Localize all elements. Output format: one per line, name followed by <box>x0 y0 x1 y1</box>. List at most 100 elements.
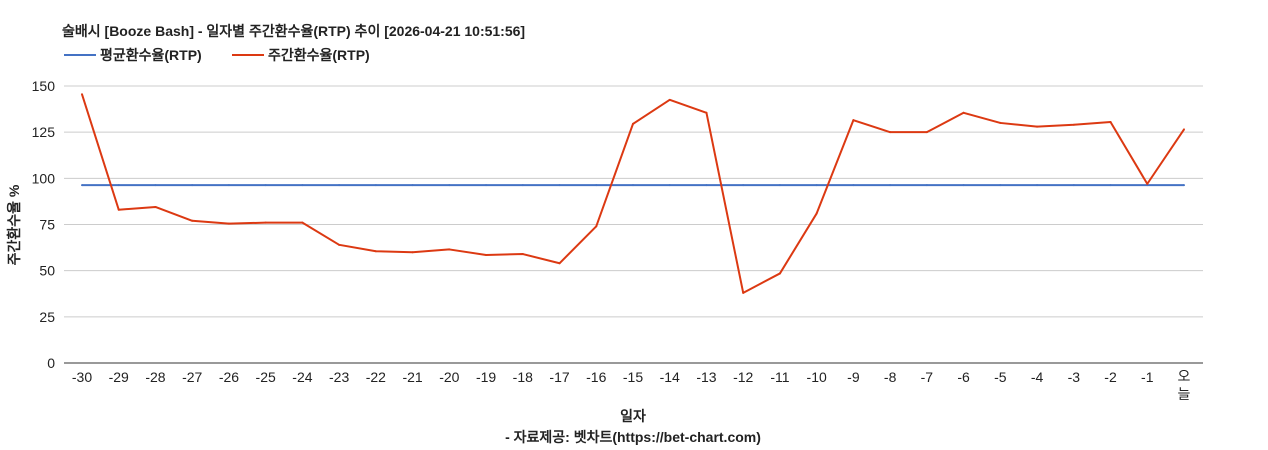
x-tick-label: -15 <box>623 369 643 385</box>
x-tick-label: -27 <box>182 369 202 385</box>
series-lines <box>81 93 1185 294</box>
data-point-weekly <box>81 93 83 96</box>
data-point-weekly <box>852 119 855 122</box>
data-point-average <box>705 184 708 187</box>
data-point-average <box>485 184 488 187</box>
data-point-average <box>742 184 745 187</box>
x-tick-label: -21 <box>402 369 422 385</box>
x-tick-label: -2 <box>1104 369 1117 385</box>
data-point-average <box>301 184 304 187</box>
data-point-weekly <box>448 248 451 251</box>
legend: 평균환수율(RTP) 주간환수율(RTP) <box>64 47 370 63</box>
data-point-weekly <box>227 222 230 225</box>
x-tick-label: -19 <box>476 369 496 385</box>
data-point-average <box>778 184 781 187</box>
data-point-weekly <box>999 121 1002 124</box>
data-point-weekly <box>264 221 267 224</box>
x-tick-label: -30 <box>72 369 92 385</box>
y-tick-label: 25 <box>39 309 55 325</box>
data-point-weekly <box>815 212 818 215</box>
source-credit: - 자료제공: 벳차트(https://bet-chart.com) <box>505 429 761 445</box>
x-tick-label: -28 <box>145 369 165 385</box>
data-point-weekly <box>485 253 488 256</box>
data-point-average <box>1072 184 1075 187</box>
x-tick-label: -14 <box>660 369 680 385</box>
data-point-average <box>1036 184 1039 187</box>
data-point-weekly <box>521 253 524 256</box>
x-tick-label: -16 <box>586 369 606 385</box>
data-point-weekly <box>1183 128 1185 131</box>
y-tick-label: 0 <box>47 355 55 371</box>
data-point-weekly <box>962 111 965 114</box>
data-point-average <box>81 184 83 187</box>
x-tick-label: -24 <box>292 369 312 385</box>
x-tick-label: -7 <box>921 369 934 385</box>
x-tick-label: -18 <box>513 369 533 385</box>
x-tick-label: -8 <box>884 369 897 385</box>
y-tick-label: 75 <box>39 217 55 233</box>
y-axis-ticks: 0 25 50 75 100 125 150 <box>32 78 56 371</box>
data-point-weekly <box>117 208 120 211</box>
x-tick-label: 오 <box>1178 368 1191 384</box>
x-tick-label: -25 <box>256 369 276 385</box>
data-point-average <box>852 184 855 187</box>
x-axis-ticks: -30 -29 -28 -27 -26 -25 -24 -23 -22 -21 -20 -19 -18 -… <box>72 368 1191 402</box>
data-point-average <box>632 184 634 187</box>
x-tick-label: -4 <box>1031 369 1044 385</box>
data-point-weekly <box>191 219 194 222</box>
data-point-average <box>1109 184 1112 187</box>
data-point-weekly <box>925 131 928 134</box>
data-point-average <box>999 184 1002 187</box>
data-point-weekly <box>374 250 377 253</box>
data-point-average <box>338 184 341 187</box>
x-tick-label: -26 <box>219 369 239 385</box>
data-point-weekly <box>632 122 634 125</box>
data-point-weekly <box>1146 182 1149 185</box>
data-point-weekly <box>778 272 781 275</box>
x-tick-label: -6 <box>957 369 970 385</box>
x-tick-label: -20 <box>439 369 459 385</box>
data-point-weekly <box>411 251 414 254</box>
x-tick-label: -29 <box>109 369 129 385</box>
data-point-average <box>962 184 965 187</box>
x-axis-title: 일자 <box>620 408 646 424</box>
gridlines <box>64 85 1203 364</box>
data-point-weekly <box>154 205 157 208</box>
x-tick-label: -12 <box>733 369 753 385</box>
data-point-weekly <box>1036 125 1039 128</box>
legend-label-average: 평균환수율(RTP) <box>100 47 202 63</box>
data-point-average <box>154 184 157 187</box>
data-point-average <box>264 184 267 187</box>
data-point-weekly <box>595 225 598 228</box>
x-tick-label: 늘 <box>1178 386 1191 402</box>
data-point-weekly <box>301 221 304 224</box>
y-tick-label: 150 <box>32 78 56 94</box>
x-tick-label: -3 <box>1068 369 1081 385</box>
x-tick-label: -5 <box>994 369 1007 385</box>
x-tick-label: -23 <box>329 369 349 385</box>
data-point-average <box>889 184 892 187</box>
data-point-weekly <box>338 243 341 246</box>
data-point-weekly <box>742 291 745 294</box>
data-point-weekly <box>705 111 708 114</box>
x-tick-label: -9 <box>847 369 860 385</box>
x-tick-label: -13 <box>696 369 716 385</box>
data-point-average <box>411 184 414 187</box>
data-point-weekly <box>668 98 671 101</box>
data-point-average <box>191 184 194 187</box>
x-tick-label: -11 <box>770 369 789 385</box>
data-point-average <box>558 184 561 187</box>
data-point-weekly <box>558 262 561 265</box>
data-point-weekly <box>1072 123 1075 126</box>
y-tick-label: 100 <box>32 170 56 186</box>
x-tick-label: -10 <box>807 369 827 385</box>
data-point-average <box>227 184 230 187</box>
data-point-average <box>117 184 120 187</box>
data-point-average <box>595 184 598 187</box>
x-tick-label: -22 <box>366 369 386 385</box>
data-point-average <box>815 184 818 187</box>
y-tick-label: 125 <box>32 124 56 140</box>
chart-title: 술배시 [Booze Bash] - 일자별 주간환수율(RTP) 추이 [20… <box>62 23 525 39</box>
data-point-weekly <box>889 131 892 134</box>
